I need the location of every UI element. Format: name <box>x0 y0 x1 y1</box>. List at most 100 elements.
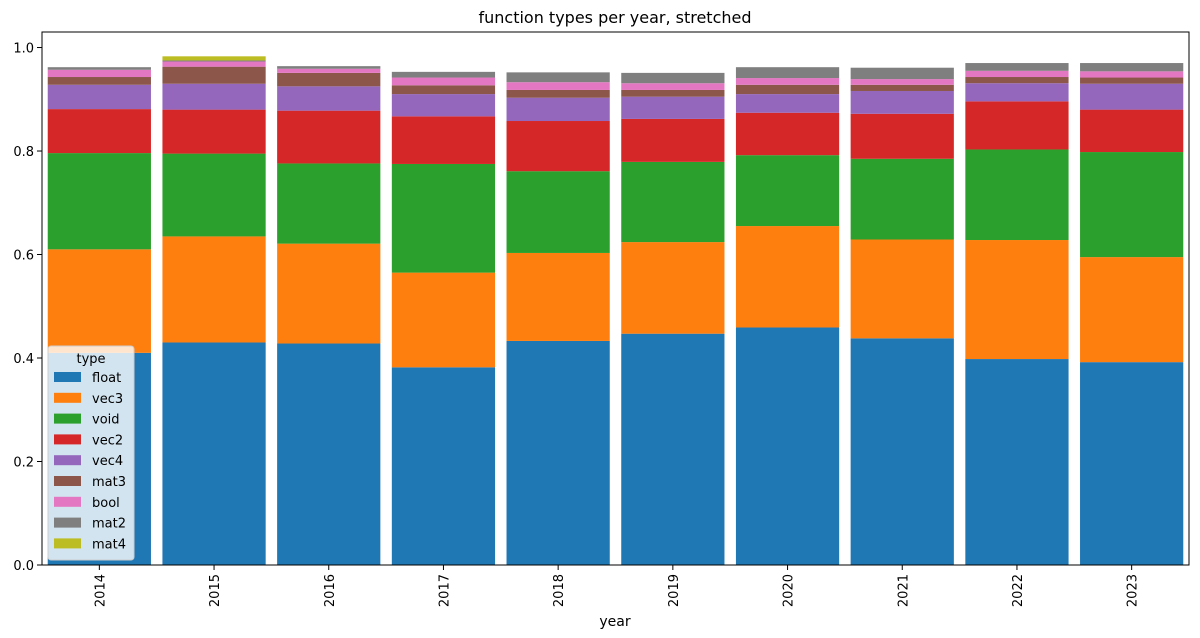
bar-vec3-2020 <box>735 226 840 328</box>
bar-bool-2020 <box>735 78 840 85</box>
bar-void-2023 <box>1080 152 1184 258</box>
bar-vec3-2023 <box>1080 257 1184 363</box>
x-tick-label: 2014 <box>93 574 108 607</box>
bar-vec3-2019 <box>621 242 725 334</box>
legend-swatch-vec4 <box>54 455 81 466</box>
plot-area <box>47 56 1184 565</box>
bar-mat2-2022 <box>965 63 1069 71</box>
bar-mat4-2015 <box>162 56 266 61</box>
legend-swatch-vec3 <box>54 392 81 403</box>
legend-swatch-mat3 <box>54 476 81 486</box>
bar-vec2-2016 <box>277 110 381 164</box>
bar-vec4-2015 <box>162 83 266 110</box>
bar-mat3-2017 <box>391 85 496 95</box>
bar-void-2021 <box>850 158 954 240</box>
bar-mat3-2018 <box>506 89 610 98</box>
y-tick-label: 0.0 <box>13 559 34 574</box>
bar-void-2018 <box>506 171 610 253</box>
bar-vec3-2015 <box>162 236 266 343</box>
bar-vec2-2015 <box>162 109 266 154</box>
bar-vec2-2018 <box>506 121 610 172</box>
bar-mat3-2016 <box>277 72 381 87</box>
legend: type float vec3 void vec2 vec4 mat3 bool mat2 mat… <box>47 345 135 561</box>
bar-float-2023 <box>1080 362 1184 565</box>
x-tick-label: 2020 <box>782 574 797 607</box>
bar-vec2-2023 <box>1080 109 1184 153</box>
legend-swatch-float <box>54 372 81 382</box>
legend-label-vec2: vec2 <box>92 433 123 448</box>
x-tick-label: 2015 <box>208 574 223 607</box>
bar-mat2-2020 <box>735 67 840 79</box>
bar-vec4-2020 <box>735 94 840 113</box>
y-tick-label: 0.8 <box>13 145 34 160</box>
bar-float-2018 <box>506 340 610 565</box>
bar-mat3-2023 <box>1080 77 1184 84</box>
legend-swatch-mat4 <box>54 538 81 549</box>
bar-float-2019 <box>621 333 725 565</box>
legend-label-bool: bool <box>92 496 120 511</box>
y-tick-label: 0.4 <box>13 352 34 367</box>
bar-void-2022 <box>965 149 1069 241</box>
legend-label-mat2: mat2 <box>92 517 126 532</box>
x-tick-label: 2019 <box>667 574 682 607</box>
bar-vec4-2014 <box>47 84 151 110</box>
bar-vec3-2022 <box>965 240 1069 360</box>
bar-float-2016 <box>277 343 381 565</box>
x-axis: 2014 2015 2016 2017 2018 2019 2020 2021 2022 2023 <box>93 565 1141 607</box>
bar-bool-2014 <box>47 69 151 78</box>
x-axis-label: year <box>599 614 630 630</box>
bar-mat2-2019 <box>621 72 725 84</box>
bar-vec4-2022 <box>965 83 1069 102</box>
bar-vec2-2019 <box>621 118 725 162</box>
legend-label-vec3: vec3 <box>92 392 123 407</box>
bar-bool-2017 <box>391 77 496 86</box>
bar-void-2015 <box>162 153 266 237</box>
legend-label-void: void <box>92 413 120 428</box>
x-tick-label: 2023 <box>1126 574 1141 607</box>
chart-title: function types per year, stretched <box>478 8 751 27</box>
y-tick-label: 0.6 <box>13 249 34 264</box>
y-tick-label: 1.0 <box>13 42 34 57</box>
bar-mat2-2021 <box>850 67 954 80</box>
bar-mat2-2018 <box>506 72 610 83</box>
bar-void-2016 <box>277 163 381 244</box>
bar-void-2019 <box>621 161 725 243</box>
bar-vec4-2023 <box>1080 83 1184 110</box>
y-tick-label: 0.2 <box>13 456 34 471</box>
bar-vec3-2014 <box>47 249 151 353</box>
bar-bool-2019 <box>621 83 725 90</box>
bar-float-2021 <box>850 338 954 565</box>
bar-vec2-2020 <box>735 112 840 156</box>
bar-bool-2016 <box>277 68 381 73</box>
bar-mat3-2021 <box>850 84 954 91</box>
bar-bool-2018 <box>506 82 610 90</box>
bar-mat3-2015 <box>162 66 266 84</box>
bar-vec3-2017 <box>391 272 496 368</box>
legend-label-vec4: vec4 <box>92 454 123 469</box>
bar-vec3-2018 <box>506 252 610 341</box>
bar-mat2-2015 <box>162 60 266 62</box>
bar-vec2-2014 <box>47 109 151 154</box>
axes-frame <box>41 31 1190 566</box>
bar-bool-2021 <box>850 79 954 85</box>
bar-void-2020 <box>735 155 840 227</box>
bar-vec4-2016 <box>277 86 381 111</box>
x-tick-label: 2021 <box>896 574 911 607</box>
bar-mat2-2014 <box>47 67 151 70</box>
bar-mat3-2014 <box>47 77 151 85</box>
bar-void-2017 <box>391 163 496 273</box>
bar-float-2017 <box>391 367 496 565</box>
bar-mat3-2020 <box>735 84 840 95</box>
bar-vec2-2022 <box>965 101 1069 150</box>
bar-mat2-2017 <box>391 71 496 78</box>
bar-vec2-2017 <box>391 116 496 164</box>
bar-void-2014 <box>47 153 151 250</box>
legend-label-mat4: mat4 <box>92 537 126 552</box>
x-tick-label: 2017 <box>437 574 452 607</box>
y-axis: 0.0 0.2 0.4 0.6 0.8 1.0 <box>13 42 42 574</box>
legend-swatch-vec2 <box>54 434 81 445</box>
bar-mat2-2016 <box>277 66 381 69</box>
legend-swatch-mat2 <box>54 517 81 528</box>
bar-float-2015 <box>162 342 266 565</box>
